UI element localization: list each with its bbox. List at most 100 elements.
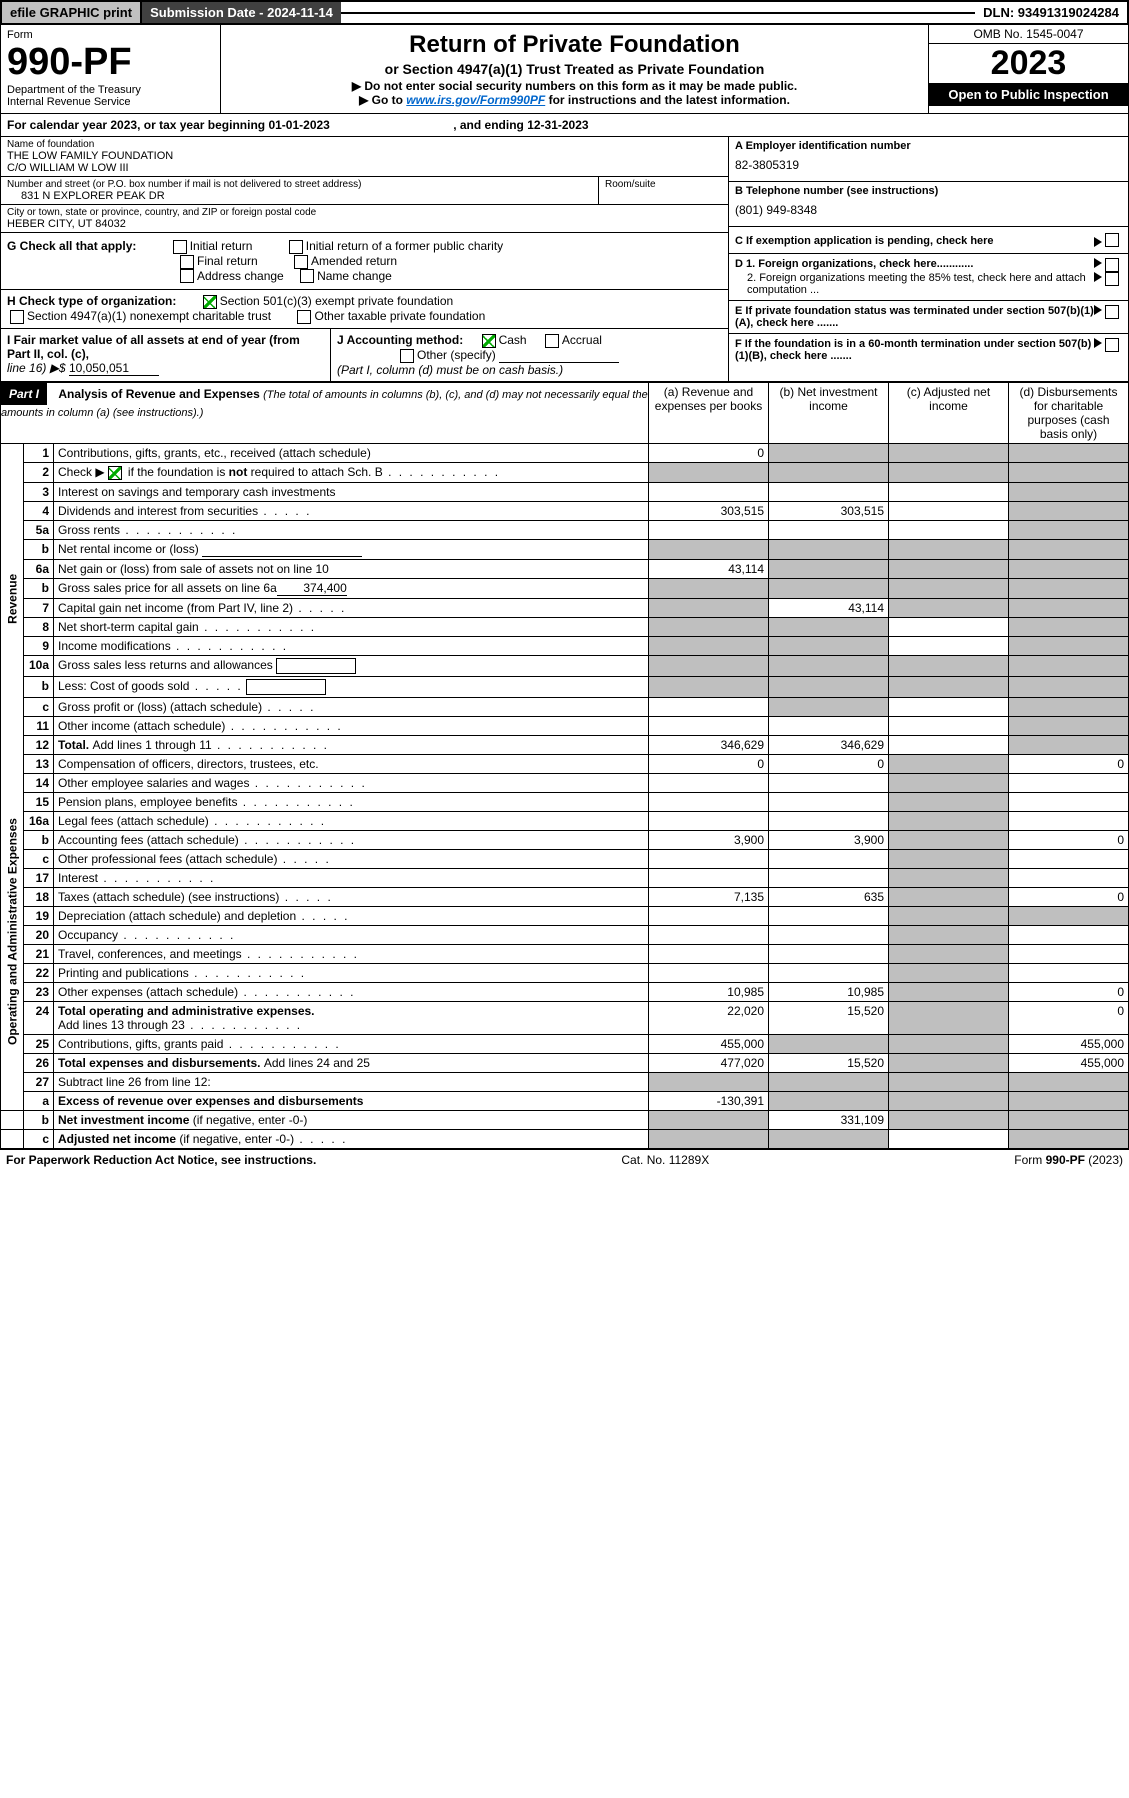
line-26-num: 26: [24, 1053, 54, 1072]
checkbox-sch-b[interactable]: [108, 466, 122, 480]
checkbox-d2[interactable]: [1105, 272, 1119, 286]
i-line-prefix: line 16) ▶$: [7, 361, 69, 375]
col-b-header: (b) Net investment income: [769, 382, 889, 443]
line-16c-num: c: [24, 849, 54, 868]
line-18-a: 7,135: [649, 887, 769, 906]
checkbox-4947[interactable]: [10, 310, 24, 324]
submission-date: Submission Date - 2024-11-14: [142, 2, 341, 23]
opt-name-change: Name change: [317, 269, 392, 283]
line-1-num: 1: [24, 443, 54, 462]
checkbox-amended[interactable]: [294, 255, 308, 269]
line-9-num: 9: [24, 636, 54, 655]
line-5b-num: b: [24, 539, 54, 559]
line-16b-num: b: [24, 830, 54, 849]
checkbox-other-method[interactable]: [400, 349, 414, 363]
line-16b-d: 0: [1009, 830, 1129, 849]
irs-link[interactable]: www.irs.gov/Form990PF: [406, 93, 545, 107]
line-8-desc: Net short-term capital gain: [54, 617, 649, 636]
instruction-2: ▶ Go to www.irs.gov/Form990PF for instru…: [227, 93, 922, 107]
line-14-desc: Other employee salaries and wages: [54, 773, 649, 792]
line-16b-b: 3,900: [769, 830, 889, 849]
checkbox-d1[interactable]: [1105, 258, 1119, 272]
room-label: Room/suite: [605, 179, 722, 190]
efile-print-button[interactable]: efile GRAPHIC print: [2, 2, 142, 23]
col-c-header: (c) Adjusted net income: [889, 382, 1009, 443]
address: 831 N EXPLORER PEAK DR: [7, 190, 592, 202]
line-23-desc: Other expenses (attach schedule): [54, 982, 649, 1001]
dln: DLN: 93491319024284: [975, 2, 1127, 23]
line-4-b: 303,515: [769, 501, 889, 520]
line-10c-num: c: [24, 697, 54, 716]
line-27c-desc: Adjusted net income (if negative, enter …: [54, 1129, 649, 1148]
i-label: I Fair market value of all assets at end…: [7, 333, 300, 361]
checkbox-initial-return[interactable]: [173, 240, 187, 254]
line-26-a: 477,020: [649, 1053, 769, 1072]
g-label: G Check all that apply:: [7, 239, 136, 253]
opt-501c3: Section 501(c)(3) exempt private foundat…: [220, 294, 453, 308]
checkbox-name-change[interactable]: [300, 269, 314, 283]
line-6a-a: 43,114: [649, 559, 769, 578]
line-20-desc: Occupancy: [54, 925, 649, 944]
line-26-b: 15,520: [769, 1053, 889, 1072]
line-27-desc: Subtract line 26 from line 12:: [54, 1072, 649, 1091]
opt-cash: Cash: [499, 333, 527, 347]
line-4-desc: Dividends and interest from securities: [54, 501, 649, 520]
line-18-desc: Taxes (attach schedule) (see instruction…: [54, 887, 649, 906]
line-22-desc: Printing and publications: [54, 963, 649, 982]
line-18-num: 18: [24, 887, 54, 906]
j-note: (Part I, column (d) must be on cash basi…: [337, 363, 563, 377]
checkbox-initial-former[interactable]: [289, 240, 303, 254]
footer-left: For Paperwork Reduction Act Notice, see …: [6, 1153, 316, 1167]
line-1-a: 0: [649, 443, 769, 462]
checkbox-accrual[interactable]: [545, 334, 559, 348]
c-label: C If exemption application is pending, c…: [735, 235, 1094, 247]
omb-number: OMB No. 1545-0047: [929, 25, 1128, 44]
line-16a-desc: Legal fees (attach schedule): [54, 811, 649, 830]
line-9-desc: Income modifications: [54, 636, 649, 655]
checkbox-address-change[interactable]: [180, 269, 194, 283]
line-6a-num: 6a: [24, 559, 54, 578]
checkbox-501c3[interactable]: [203, 295, 217, 309]
ein-value: 82-3805319: [735, 152, 1122, 178]
line-10c-desc: Gross profit or (loss) (attach schedule): [54, 697, 649, 716]
form-header: Form 990-PF Department of the Treasury I…: [0, 25, 1129, 114]
j-label: J Accounting method:: [337, 333, 463, 347]
opt-initial-former: Initial return of a former public charit…: [306, 239, 503, 253]
arrow-icon: [1094, 305, 1102, 315]
line-10a-num: 10a: [24, 655, 54, 676]
line-23-d: 0: [1009, 982, 1129, 1001]
opt-initial-return: Initial return: [190, 239, 253, 253]
arrow-icon: [1094, 338, 1102, 348]
checkbox-c[interactable]: [1105, 233, 1119, 247]
line-24-a: 22,020: [649, 1001, 769, 1034]
form-title: Return of Private Foundation: [227, 31, 922, 59]
arrow-icon: [1094, 237, 1102, 247]
line-6b-val: 374,400: [277, 581, 347, 596]
line-5b-desc: Net rental income or (loss): [54, 539, 649, 559]
line-4-a: 303,515: [649, 501, 769, 520]
part1-table: Part I Analysis of Revenue and Expenses …: [0, 382, 1129, 1149]
name-label: Name of foundation: [7, 139, 722, 150]
checkbox-final-return[interactable]: [180, 255, 194, 269]
line-5a-desc: Gross rents: [54, 520, 649, 539]
checkbox-e[interactable]: [1105, 305, 1119, 319]
opt-amended: Amended return: [311, 254, 397, 268]
i-fmv-value: 10,050,051: [69, 361, 159, 376]
line-13-desc: Compensation of officers, directors, tru…: [54, 754, 649, 773]
line-24-b: 15,520: [769, 1001, 889, 1034]
line-16c-desc: Other professional fees (attach schedule…: [54, 849, 649, 868]
instruction-1: ▶ Do not enter social security numbers o…: [227, 79, 922, 93]
line-7-b: 43,114: [769, 598, 889, 617]
irs-label: Internal Revenue Service: [7, 96, 214, 108]
revenue-side-label: Revenue: [1, 443, 24, 754]
line-19-desc: Depreciation (attach schedule) and deple…: [54, 906, 649, 925]
line-3-desc: Interest on savings and temporary cash i…: [54, 482, 649, 501]
line-22-num: 22: [24, 963, 54, 982]
checkbox-other-taxable[interactable]: [297, 310, 311, 324]
line-4-num: 4: [24, 501, 54, 520]
line-1-desc: Contributions, gifts, grants, etc., rece…: [54, 443, 649, 462]
footer-right: Form 990-PF (2023): [1014, 1153, 1123, 1167]
line-27b-b: 331,109: [769, 1110, 889, 1129]
checkbox-f[interactable]: [1105, 338, 1119, 352]
checkbox-cash[interactable]: [482, 334, 496, 348]
